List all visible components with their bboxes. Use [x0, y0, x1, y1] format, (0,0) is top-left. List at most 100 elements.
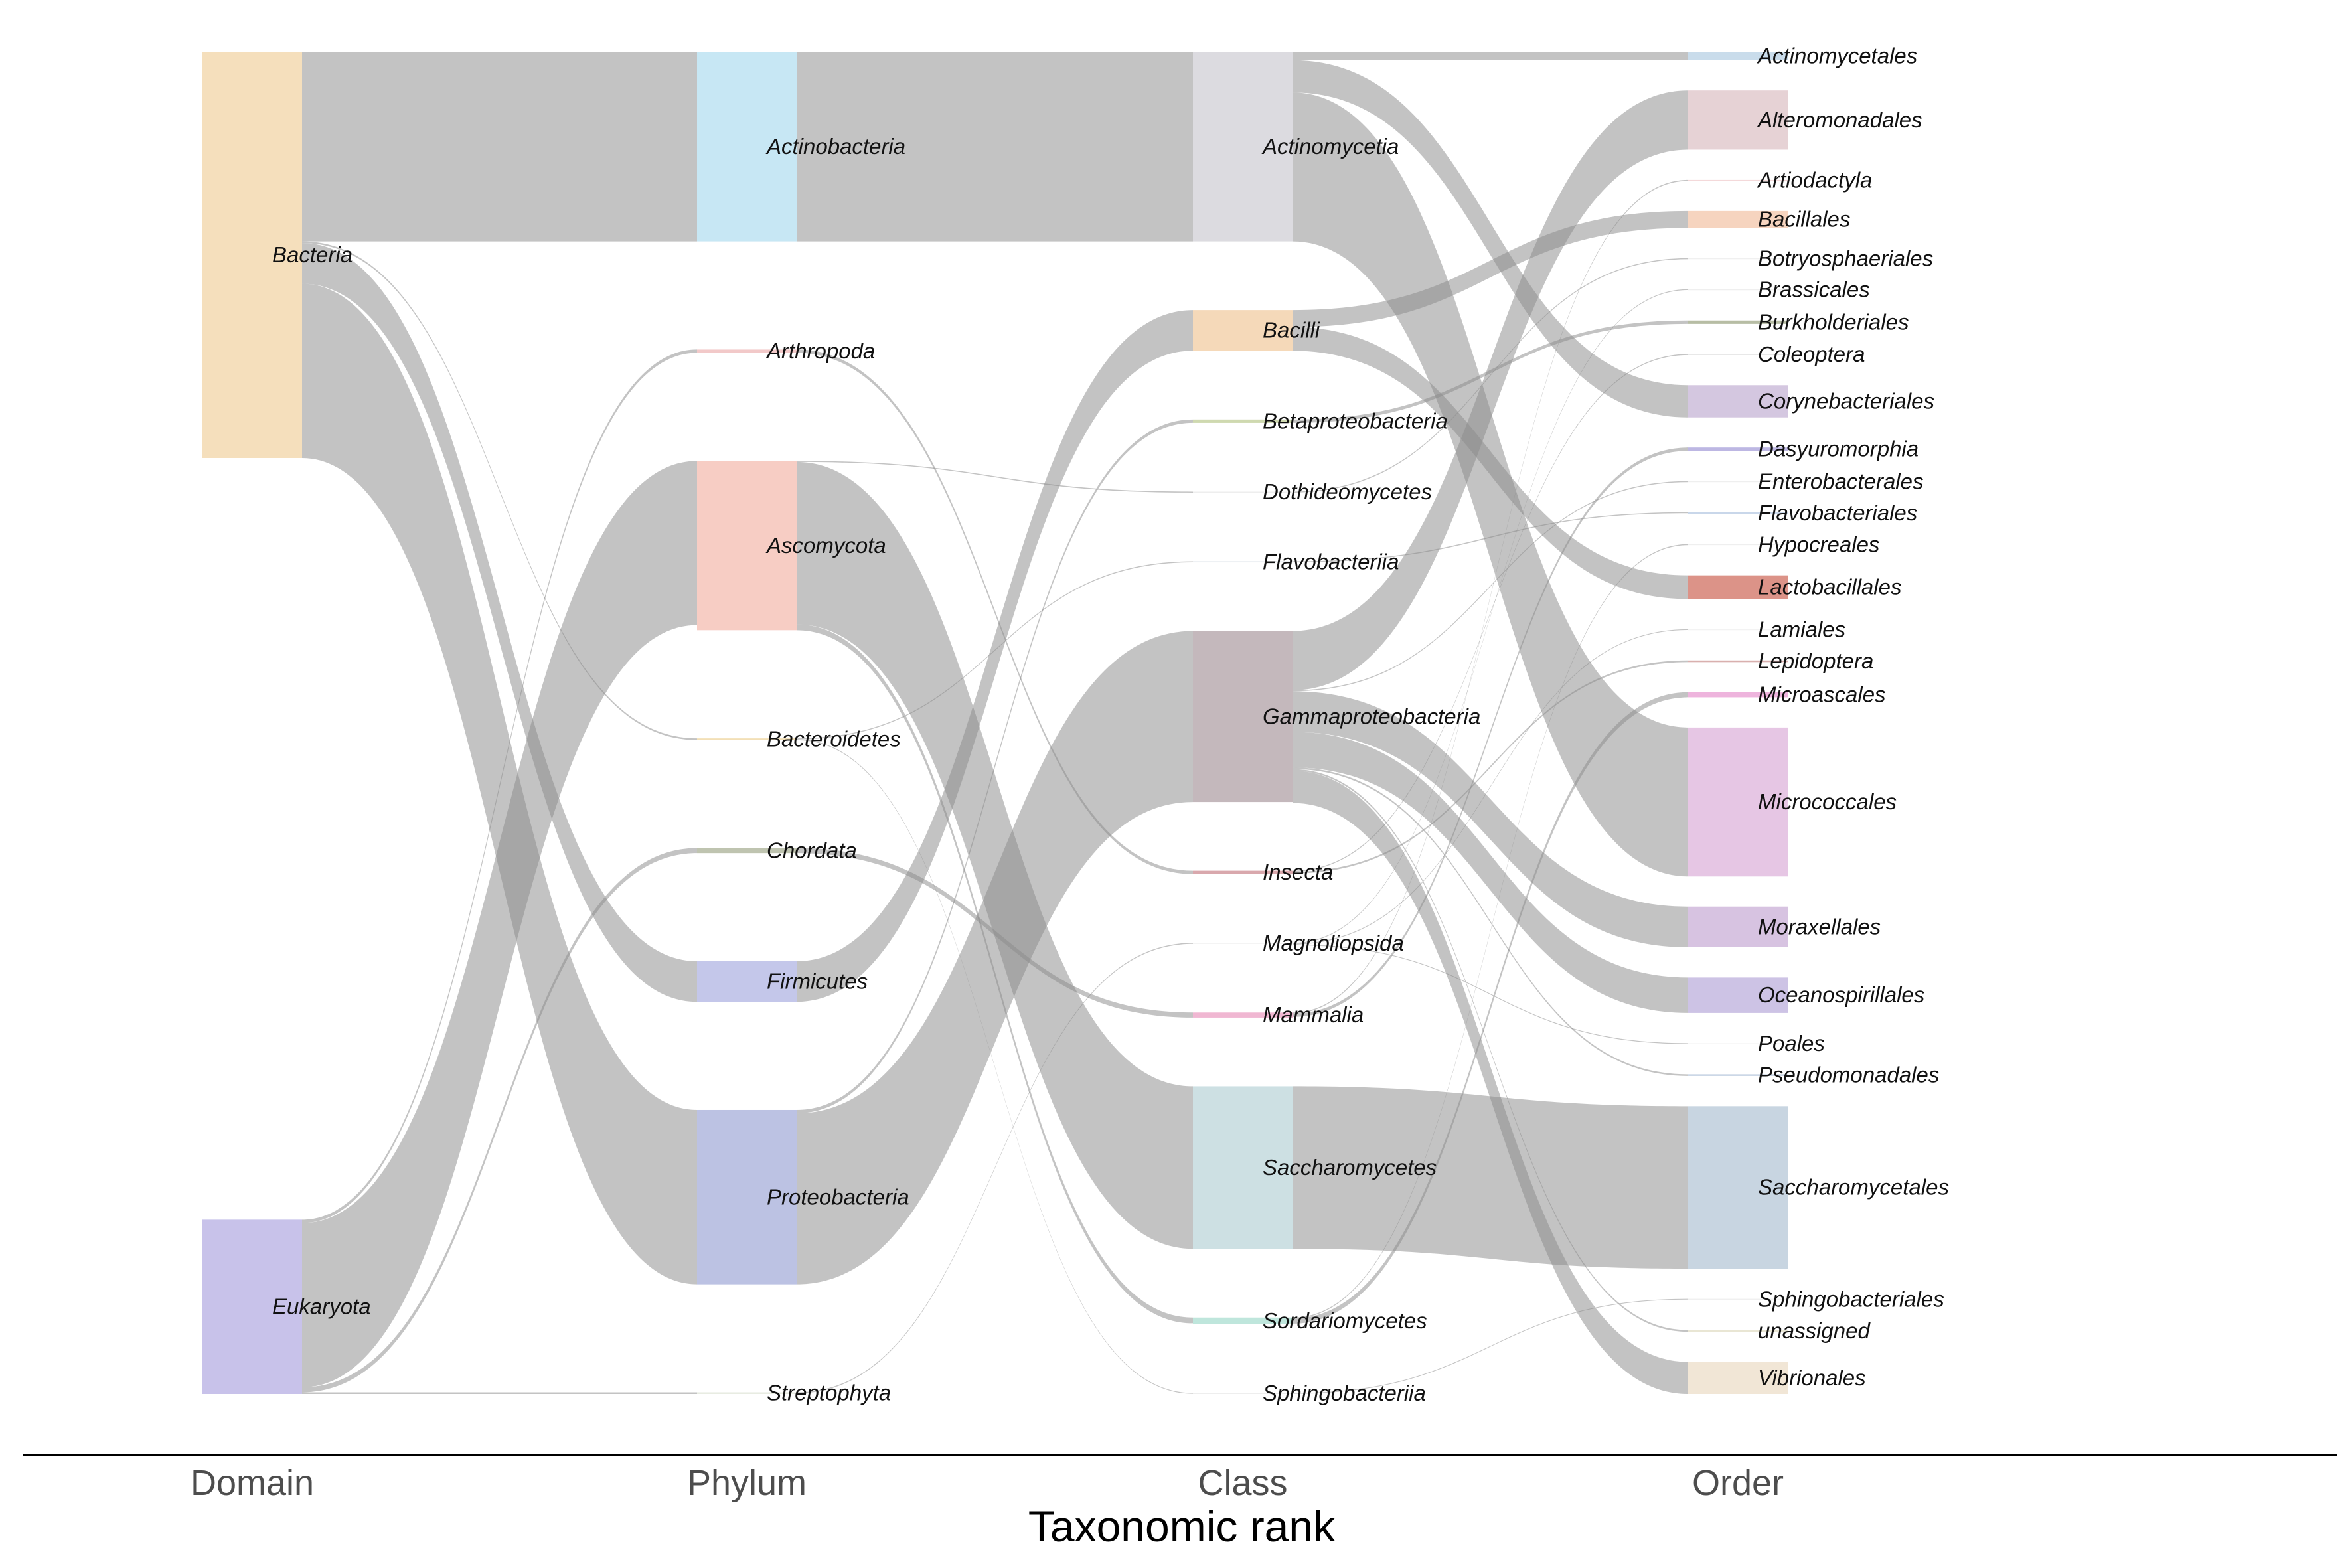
node-label-botryosphaeriales: Botryosphaeriales	[1758, 246, 1933, 271]
node-vibrionales	[1688, 1362, 1788, 1394]
node-label-pseudomonadales: Pseudomonadales	[1758, 1063, 1939, 1087]
flow-actinomycetia-to-micrococcales	[1293, 92, 1688, 877]
node-label-bacilli: Bacilli	[1263, 318, 1321, 343]
flow-firmicutes-to-bacilli	[797, 310, 1193, 1002]
node-botryosphaeriales	[1688, 258, 1788, 260]
node-label-micrococcales: Micrococcales	[1758, 789, 1897, 814]
flow-mammalia-to-dasyuromorphia	[1293, 447, 1688, 1017]
node-lamiales	[1688, 629, 1788, 631]
node-eukaryota	[202, 1219, 302, 1394]
node-label-gammaproteobacteria: Gammaproteobacteria	[1263, 704, 1480, 728]
node-label-corynebacteriales: Corynebacteriales	[1758, 389, 1934, 414]
node-chordata	[697, 848, 797, 854]
flow-ascomycota-to-saccharomycetes	[797, 461, 1193, 1249]
node-label-firmicutes: Firmicutes	[767, 969, 868, 994]
node-arthropoda	[697, 349, 797, 353]
flow-sordariomycetes-to-hypocreales	[1293, 544, 1688, 1319]
flow-bacilli-to-lactobacillales	[1293, 327, 1688, 599]
node-label-burkholderiales: Burkholderiales	[1758, 309, 1909, 334]
node-label-arthropoda: Arthropoda	[765, 339, 875, 363]
flow-eukaryota-to-ascomycota	[302, 461, 697, 1387]
flow-actinomycetia-to-corynebacteriales	[1293, 60, 1688, 418]
node-label-microascales: Microascales	[1758, 682, 1886, 707]
node-label-magnoliopsida: Magnoliopsida	[1263, 931, 1404, 955]
flow-gammaproteobacteria-to-alteromonadales	[1293, 90, 1688, 690]
node-saccharomycetes	[1193, 1086, 1293, 1249]
flow-arthropoda-to-insecta	[797, 349, 1193, 874]
node-label-saccharomycetales: Saccharomycetales	[1758, 1175, 1949, 1200]
node-label-bacillales: Bacillales	[1758, 207, 1850, 232]
node-unassigned	[1688, 1330, 1788, 1332]
node-label-bacteroidetes: Bacteroidetes	[767, 726, 901, 751]
node-label-enterobacterales: Enterobacterales	[1758, 469, 1923, 493]
node-saccharomycetales	[1688, 1106, 1788, 1269]
node-label-sordariomycetes: Sordariomycetes	[1263, 1308, 1427, 1333]
flow-layer	[302, 52, 1688, 1394]
node-bacteria	[202, 52, 302, 458]
node-oceanospirillales	[1688, 977, 1788, 1013]
node-lepidoptera	[1688, 660, 1788, 663]
flow-sordariomycetes-to-microascales	[1293, 692, 1688, 1324]
flow-gammaproteobacteria-to-vibrionales	[1293, 771, 1688, 1394]
flow-magnoliopsida-to-poales	[1293, 944, 1688, 1044]
node-label-moraxellales: Moraxellales	[1758, 914, 1881, 939]
node-bacilli	[1193, 310, 1293, 351]
node-label-poales: Poales	[1758, 1031, 1825, 1056]
node-label-actinomycetales: Actinomycetales	[1757, 43, 1917, 68]
flow-eukaryota-to-arthropoda	[302, 349, 697, 1223]
node-label-dothideomycetes: Dothideomycetes	[1263, 479, 1432, 504]
node-label-streptophyta: Streptophyta	[767, 1381, 891, 1405]
node-label-actinomycetia: Actinomycetia	[1261, 134, 1399, 159]
node-label-flavobacteriales: Flavobacteriales	[1758, 501, 1917, 525]
node-proteobacteria	[697, 1109, 797, 1285]
node-label-eukaryota: Eukaryota	[272, 1294, 371, 1319]
node-pseudomonadales	[1688, 1074, 1788, 1076]
node-label-chordata: Chordata	[767, 838, 857, 862]
flow-gammaproteobacteria-to-enterobacterales	[1293, 481, 1688, 692]
node-coleoptera	[1688, 354, 1788, 355]
flow-proteobacteria-to-betaproteobacteria	[797, 419, 1193, 1114]
node-burkholderiales	[1688, 320, 1788, 324]
node-corynebacteriales	[1688, 385, 1788, 418]
node-label-oceanospirillales: Oceanospirillales	[1758, 982, 1924, 1007]
node-label-proteobacteria: Proteobacteria	[767, 1184, 909, 1209]
node-label-flavobacteriia: Flavobacteriia	[1263, 549, 1399, 574]
node-actinobacteria	[697, 52, 797, 242]
node-label-mammalia: Mammalia	[1263, 1002, 1364, 1027]
node-alteromonadales	[1688, 90, 1788, 150]
flow-ascomycota-to-dothideomycetes	[797, 461, 1193, 493]
node-ascomycota	[697, 461, 797, 631]
node-label-dasyuromorphia: Dasyuromorphia	[1758, 437, 1919, 461]
node-magnoliopsida	[1193, 943, 1293, 944]
x-axis: Domain Phylum Class Order Taxonomic rank	[23, 1454, 2337, 1551]
node-insecta	[1193, 870, 1293, 874]
node-label-artiodactyla: Artiodactyla	[1757, 168, 1872, 193]
flow-gammaproteobacteria-to-pseudomonadales	[1293, 767, 1688, 1076]
node-label-bacteria: Bacteria	[272, 242, 353, 267]
node-label-vibrionales: Vibrionales	[1758, 1366, 1866, 1390]
node-sphingobacteriales	[1688, 1298, 1788, 1300]
node-label-lactobacillales: Lactobacillales	[1758, 575, 1901, 599]
node-artiodactyla	[1688, 179, 1788, 181]
flow-bacteria-to-actinobacteria	[302, 52, 697, 242]
flow-eukaryota-to-chordata	[302, 848, 697, 1393]
node-flavobacteriales	[1688, 512, 1788, 514]
flow-actinomycetia-to-actinomycetales	[1293, 52, 1688, 60]
node-label-sphingobacteriales: Sphingobacteriales	[1758, 1287, 1944, 1311]
flow-bacilli-to-bacillales	[1293, 210, 1688, 327]
flow-insecta-to-lepidoptera	[1293, 660, 1688, 874]
node-firmicutes	[697, 961, 797, 1002]
node-label-alteromonadales: Alteromonadales	[1757, 108, 1922, 132]
node-sphingobacteriia	[1193, 1393, 1293, 1394]
flow-bacteria-to-firmicutes	[302, 243, 697, 1002]
node-label-brassicales: Brassicales	[1758, 277, 1870, 302]
stage-label-layer: Domain Phylum Class Order	[191, 1463, 1784, 1503]
flow-gammaproteobacteria-to-oceanospirillales	[1293, 732, 1688, 1013]
node-bacteroidetes	[697, 738, 797, 740]
node-bacillales	[1688, 210, 1788, 228]
flow-gammaproteobacteria-to-unassigned	[1293, 769, 1688, 1332]
stage-label-order: Order	[1692, 1463, 1784, 1503]
node-label-actinobacteria: Actinobacteria	[765, 134, 905, 159]
stage-label-phylum: Phylum	[687, 1463, 807, 1503]
